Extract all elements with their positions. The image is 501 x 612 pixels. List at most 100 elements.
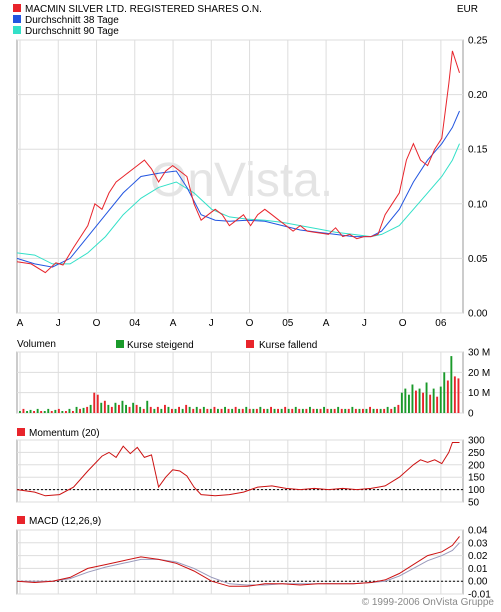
volume-bar — [241, 408, 244, 413]
volume-bar — [280, 408, 283, 413]
price-y-tick-label: 0.10 — [468, 199, 488, 210]
volume-bar — [372, 408, 375, 413]
volume-bar — [238, 408, 241, 413]
momentum-title: Momentum (20) — [29, 428, 100, 439]
price-x-tick-label: O — [246, 318, 254, 329]
volume-bar — [82, 407, 85, 413]
volume-bar — [397, 404, 400, 413]
macd-lines — [16, 536, 460, 587]
price-x-tick-label: J — [209, 318, 214, 329]
currency-label: EUR — [457, 4, 478, 15]
volume-bar — [231, 408, 234, 413]
volume-bar — [379, 408, 382, 413]
volume-bar — [248, 408, 251, 413]
volume-y-tick-label: 10 M — [468, 388, 490, 399]
volume-bar — [75, 406, 78, 413]
macd-y-tick-label: 0.04 — [468, 526, 488, 537]
volume-bar — [195, 406, 198, 413]
volume-bar — [245, 406, 248, 413]
volume-bar — [178, 406, 180, 413]
volume-bar — [43, 411, 46, 413]
macd-main-series-line — [16, 536, 460, 587]
momentum-y-tick-label: 250 — [468, 448, 485, 459]
volume-bar — [340, 408, 343, 413]
volume-bar — [312, 408, 315, 413]
volume-bar — [383, 408, 386, 413]
volume-bar — [365, 408, 368, 413]
volume-bar — [404, 388, 407, 413]
legend-label-ma38: Durchschnitt 38 Tage — [25, 15, 119, 26]
volume-bar — [47, 408, 50, 413]
volume-bar — [418, 388, 421, 413]
volume-bar — [354, 408, 357, 413]
stock-price-series-line — [16, 50, 460, 274]
volume-bar — [213, 406, 216, 413]
volume-bar — [29, 409, 32, 413]
volume-bar — [142, 408, 145, 413]
watermark: OnVista. — [150, 154, 333, 207]
macd-panel: MACD (12,26,9) -0.01 0.00 0.01 0.02 0.030.04 — [16, 516, 491, 601]
volume-bar — [415, 390, 417, 413]
volume-bar — [149, 406, 152, 413]
momentum-grid — [17, 439, 463, 503]
volume-bar — [217, 408, 219, 413]
volume-bar — [36, 408, 39, 413]
volume-bar — [358, 408, 361, 413]
legend-label-stock: MACMIN SILVER LTD. REGISTERED SHARES O.N… — [25, 4, 262, 15]
volume-bar — [393, 406, 396, 413]
volume-bar — [33, 411, 35, 413]
volume-bar — [439, 386, 442, 413]
price-x-tick-label: 05 — [282, 318, 294, 329]
momentum-y-tick-label: 200 — [468, 460, 485, 471]
volume-bar — [316, 408, 318, 413]
volume-bar — [270, 406, 272, 413]
volume-bar — [132, 402, 135, 413]
macd-grid — [17, 529, 463, 595]
volume-bar — [57, 408, 60, 413]
volume-bar — [453, 376, 456, 413]
volume-bar — [337, 406, 340, 413]
volume-bar — [443, 372, 446, 413]
volume-bar — [202, 406, 205, 413]
price-x-tick-label: 04 — [129, 318, 141, 329]
volume-bar — [68, 408, 71, 413]
volume-legend-up-swatch — [116, 340, 124, 348]
volume-legend-down-label: Kurse fallend — [259, 340, 317, 351]
volume-bar — [305, 408, 308, 413]
price-x-tick-label: A — [17, 318, 24, 329]
volume-bar — [376, 408, 378, 413]
volume-title: Volumen — [17, 339, 56, 350]
volume-legend-down-swatch — [246, 340, 254, 348]
volume-bar — [284, 406, 287, 413]
volume-bar — [263, 408, 265, 413]
macd-y-tick-label: 0.00 — [468, 577, 488, 588]
macd-y-tick-label: 0.01 — [468, 564, 488, 575]
volume-bar — [220, 408, 223, 413]
price-x-tick-label: A — [170, 318, 177, 329]
volume-bar — [160, 408, 163, 413]
price-y-tick-label: 0.25 — [468, 36, 488, 47]
volume-bar — [369, 406, 371, 413]
volume-bar — [429, 394, 432, 413]
volume-bar — [362, 408, 364, 413]
volume-bar — [110, 406, 113, 413]
volume-bar — [309, 406, 311, 413]
macd-y-ticks: -0.01 0.00 0.01 0.02 0.030.04 — [468, 526, 491, 601]
volume-bar — [457, 378, 460, 413]
volume-bar — [326, 408, 329, 413]
volume-bar — [181, 408, 184, 413]
volume-bar — [103, 400, 106, 413]
price-y-tick-label: 0.15 — [468, 145, 488, 156]
price-y-tick-label: 0.05 — [468, 254, 488, 265]
volume-bar — [128, 406, 131, 413]
volume-bar — [333, 408, 336, 413]
volume-bar — [199, 408, 202, 413]
volume-bar — [425, 382, 428, 413]
volume-bar — [446, 380, 449, 413]
volume-bar — [259, 406, 262, 413]
momentum-y-tick-label: 50 — [468, 498, 480, 509]
volume-bar — [450, 356, 453, 413]
legend-swatch-ma90 — [13, 26, 21, 34]
volume-bar — [153, 408, 156, 413]
